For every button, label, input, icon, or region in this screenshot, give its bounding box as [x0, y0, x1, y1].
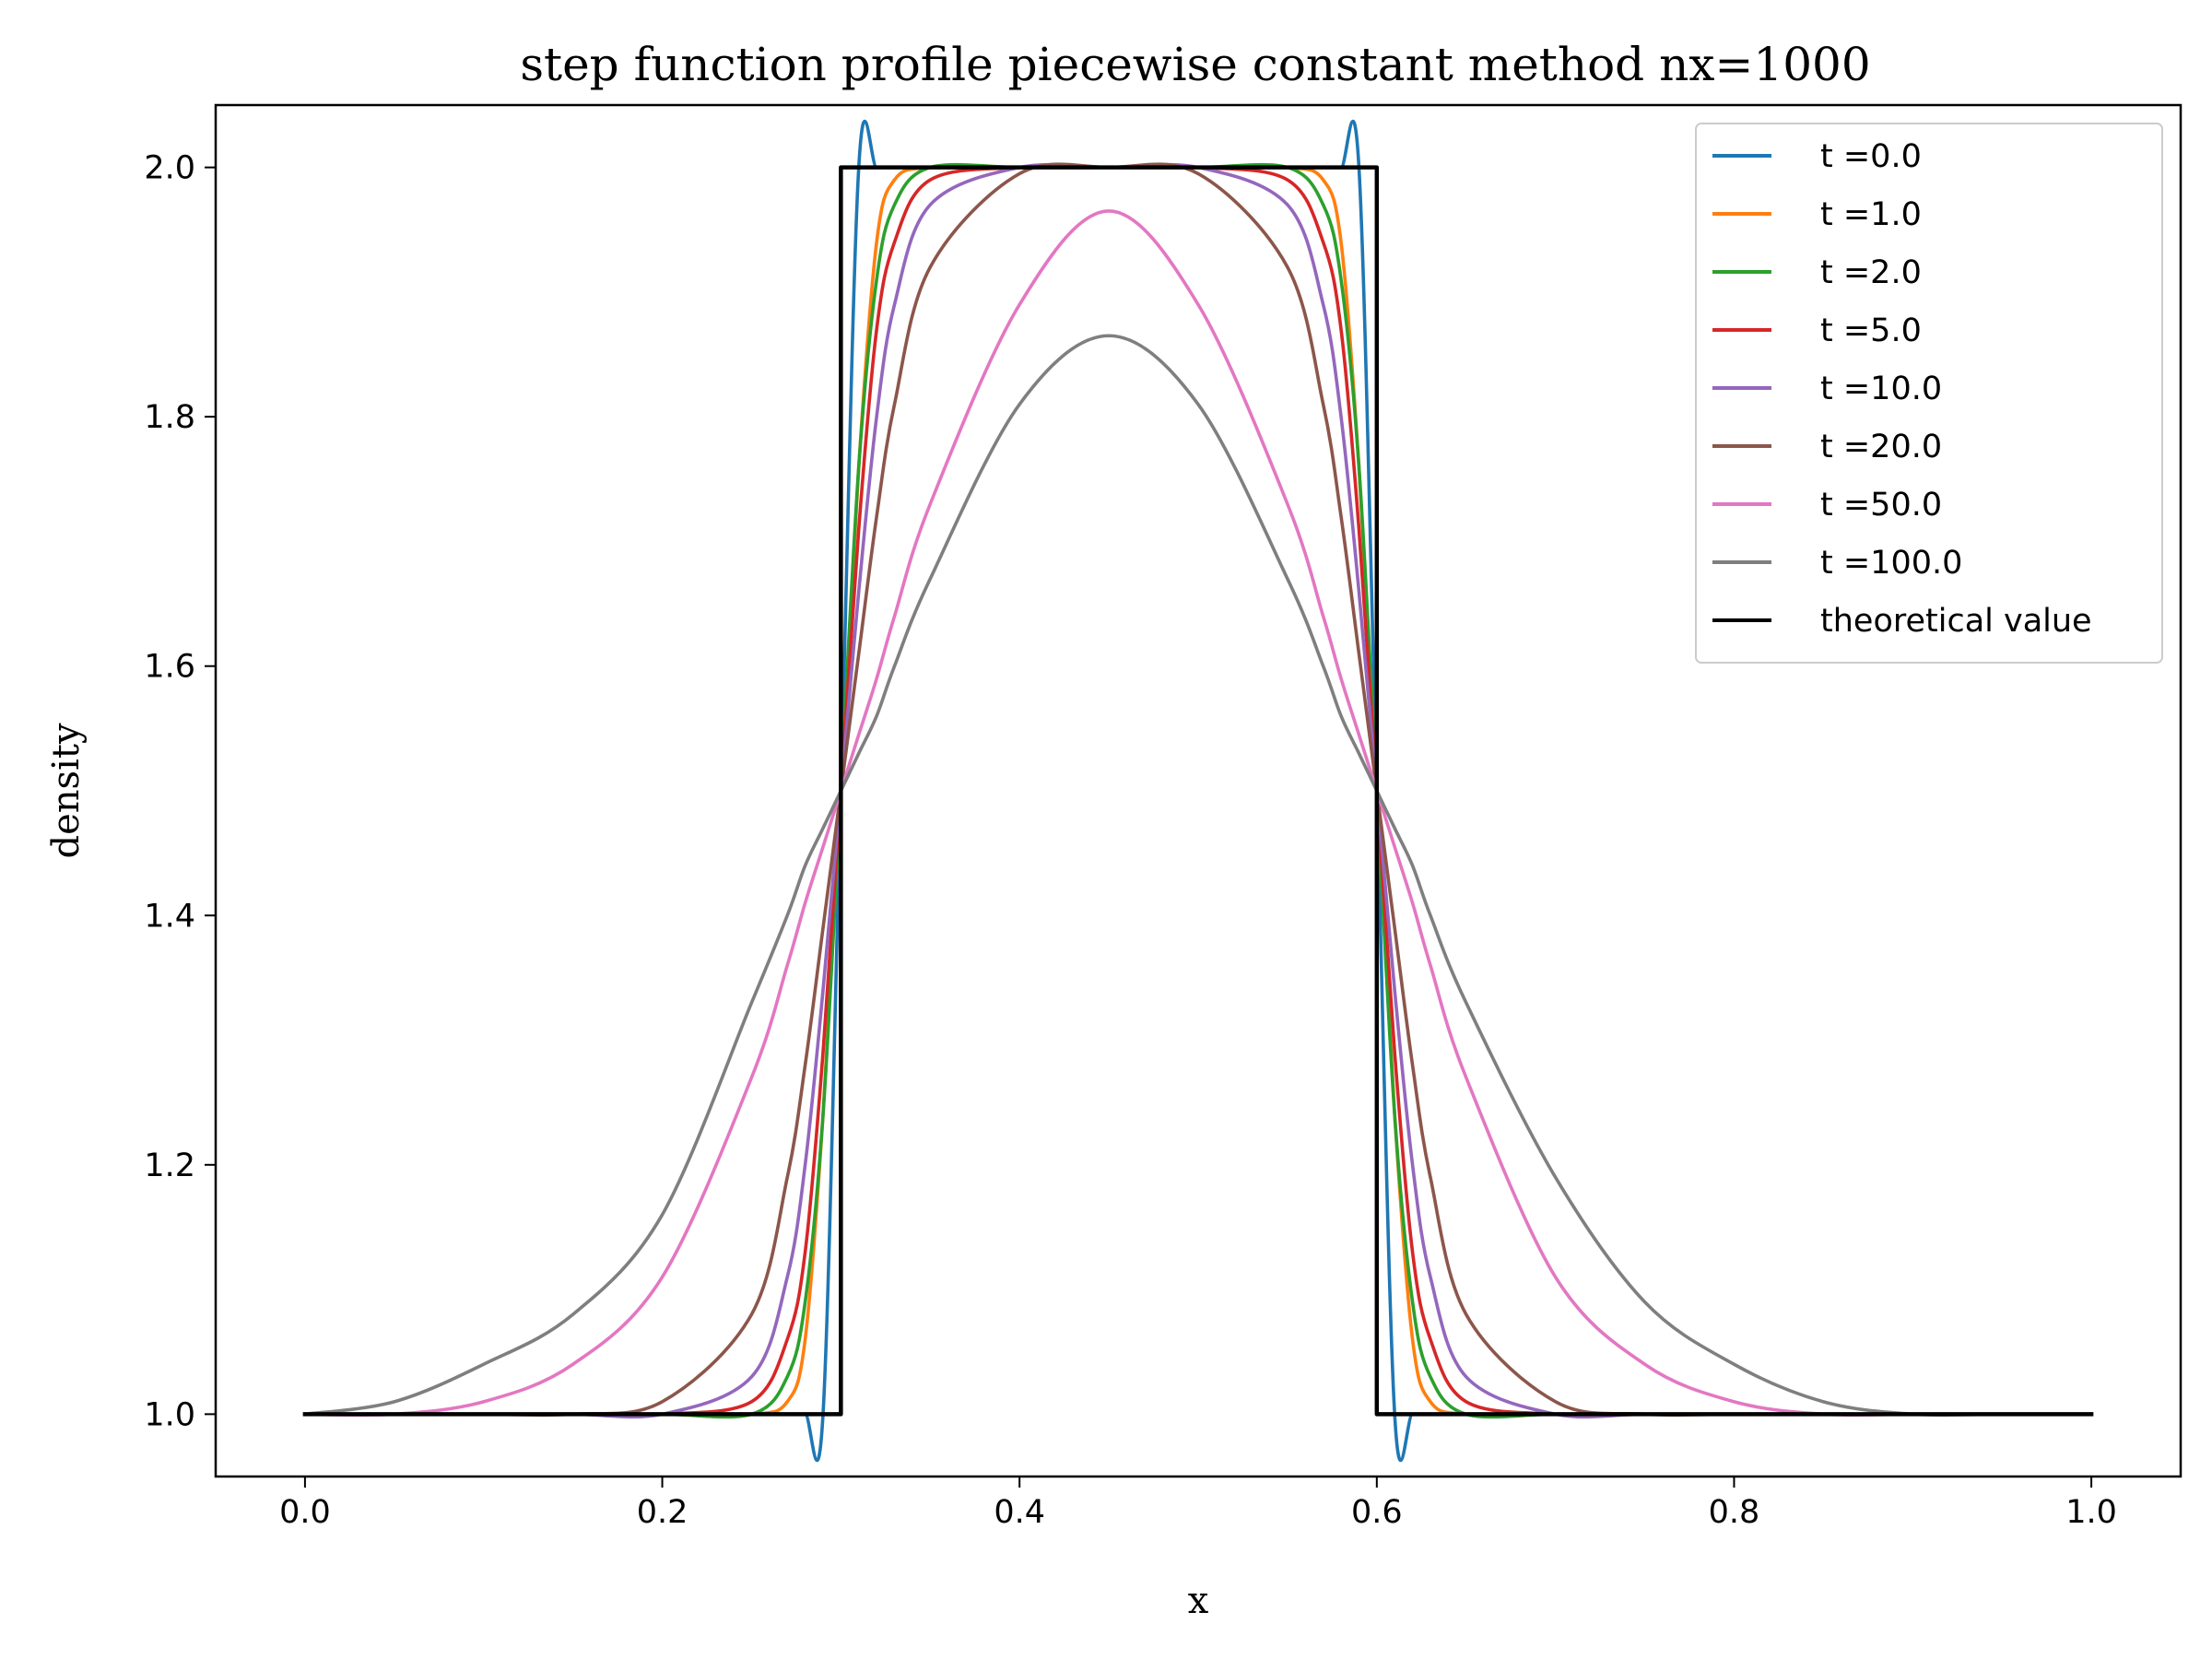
legend-label-t-20-0: t =20.0: [1820, 429, 1942, 465]
legend-label-t-10-0: t =10.0: [1820, 371, 1942, 407]
y-tick-label: 1.4: [144, 898, 195, 935]
x-tick-label: 1.0: [2065, 1494, 2117, 1531]
x-tick-label: 0.6: [1351, 1494, 1403, 1531]
series-line-t-20-0: [303, 162, 2093, 1418]
plot-lines: [302, 119, 2094, 1463]
series-line-t-50-0: [303, 209, 2093, 1418]
legend-box: [1695, 123, 2163, 664]
x-axis: 0.0 0.2 0.4 0.6 0.8 1.0: [279, 1477, 2117, 1531]
x-tick-label: 0.0: [279, 1494, 331, 1531]
legend-label-t-100-0: t =100.0: [1820, 545, 1962, 582]
series-line-theoretical-value: [302, 165, 2094, 1417]
y-tick-label: 2.0: [144, 150, 195, 187]
x-tick-label: 0.2: [637, 1494, 688, 1531]
x-tick-label: 0.8: [1709, 1494, 1760, 1531]
legend-label-t-2-0: t =2.0: [1820, 254, 1922, 291]
plot-area-frame: [214, 103, 2183, 1478]
y-axis: 1.0 1.2 1.4 1.6 1.8 2.0: [144, 150, 216, 1433]
y-axis-title: density: [45, 723, 88, 858]
chart-title: step function profile piecewise constant…: [520, 38, 1870, 91]
series-line-t-100-0: [302, 334, 2093, 1418]
y-tick-label: 1.6: [144, 649, 195, 686]
legend-label-theoretical-value: theoretical value: [1820, 603, 2092, 640]
legend-label-t-5-0: t =5.0: [1820, 312, 1922, 349]
y-tick-label: 1.8: [144, 399, 195, 436]
x-tick-label: 0.4: [994, 1494, 1045, 1531]
legend-label-t-0-0: t =0.0: [1820, 138, 1922, 175]
legend-label-t-1-0: t =1.0: [1820, 196, 1922, 233]
y-tick-label: 1.0: [144, 1396, 195, 1433]
x-axis-title: x: [1188, 1580, 1209, 1622]
legend-label-t-50-0: t =50.0: [1820, 487, 1942, 524]
y-tick-label: 1.2: [144, 1147, 195, 1184]
legend: t =0.0 t =1.0 t =2.0 t =5.0 t =10.0 t =20.0 t …: [1695, 123, 2163, 664]
